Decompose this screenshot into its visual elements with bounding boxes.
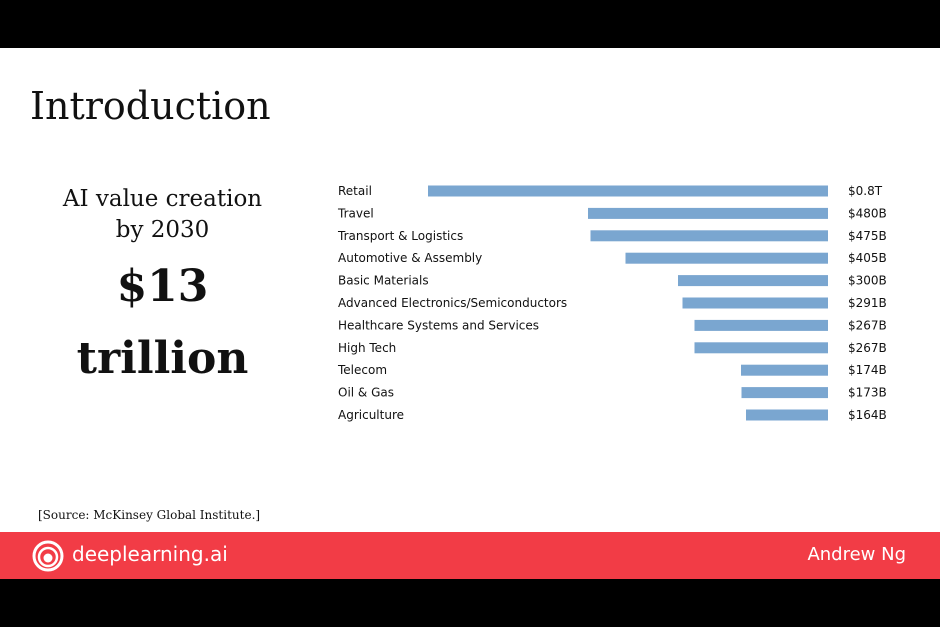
category-label: Basic Materials [338,274,429,288]
slide: Introduction AI value creation by 2030 $… [0,48,940,579]
category-label: Agriculture [338,408,404,422]
category-label: Automotive & Assembly [338,251,482,265]
value-label: $164B [848,408,887,422]
category-label: High Tech [338,341,396,355]
bar [625,252,828,264]
category-label: Advanced Electronics/Semiconductors [338,296,567,310]
footer-bar: deeplearning.ai Andrew Ng [0,532,940,579]
value-label: $0.8T [848,184,883,198]
bar [428,185,828,197]
value-label: $300B [848,274,887,288]
headline-line-1: AI value creation [62,186,263,212]
value-label: $480B [848,206,887,220]
category-label: Oil & Gas [338,386,394,400]
deeplearning-spiral-logo-icon [32,540,64,572]
category-label: Healthcare Systems and Services [338,318,539,332]
bar [678,275,828,287]
category-label: Travel [337,206,374,220]
bar [746,409,828,421]
bar [590,230,828,242]
value-label: $267B [848,341,887,355]
slide-title: Introduction [30,84,271,128]
brand-name: deeplearning.ai [72,542,228,566]
bar [694,319,828,331]
bar [694,342,828,354]
big-unit: trillion [76,333,249,384]
value-label: $291B [848,296,887,310]
value-by-industry-chart: Retail $0.8T Travel $480B Transport & Logist… [337,184,887,422]
headline-line-2: by 2030 [115,217,210,243]
bar [682,297,828,309]
category-label: Transport & Logistics [337,229,463,243]
headline-block: AI value creation by 2030 $13 trillion [40,184,285,390]
value-label: $173B [848,386,887,400]
value-label: $174B [848,363,887,377]
value-label: $475B [848,229,887,243]
big-value: $13 [116,261,209,312]
author-name: Andrew Ng [807,544,906,565]
category-label: Telecom [337,363,387,377]
source-note: [Source: McKinsey Global Institute.] [38,508,261,522]
value-label: $405B [848,251,887,265]
category-label: Retail [338,184,372,198]
bar [741,364,828,376]
value-label: $267B [848,318,887,332]
bar [588,207,828,219]
bar [741,387,828,399]
